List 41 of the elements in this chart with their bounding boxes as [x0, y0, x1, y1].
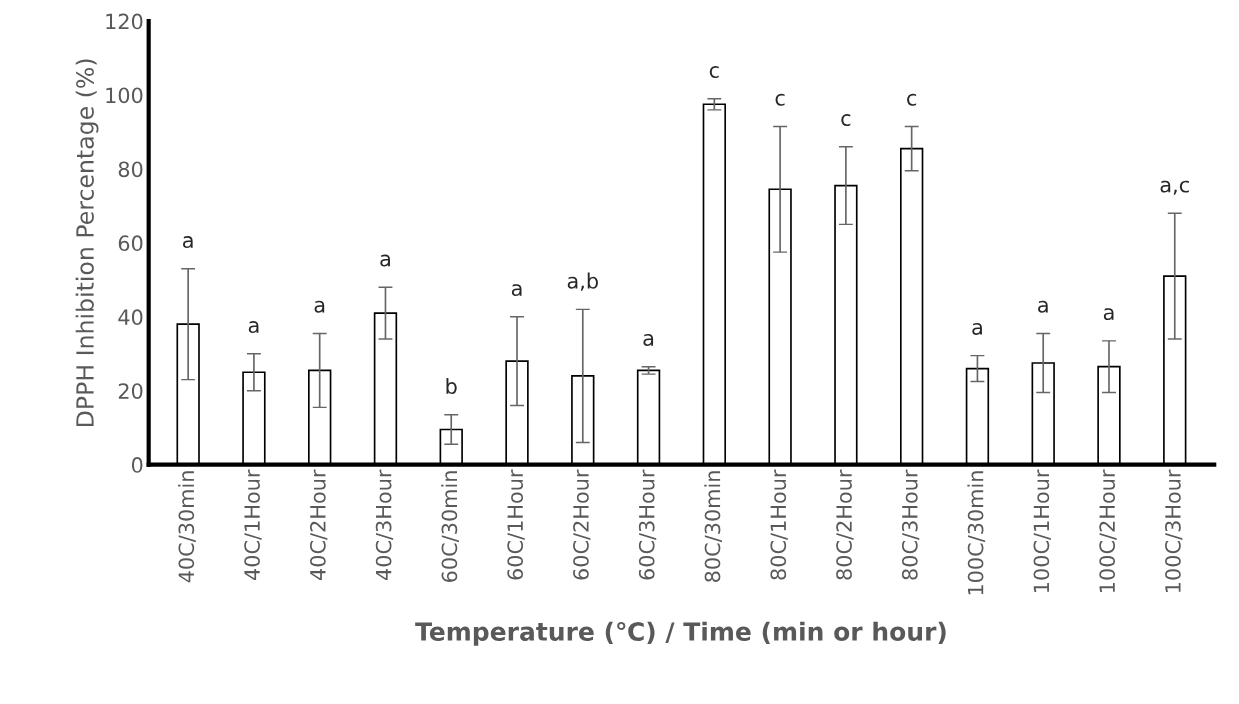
- annotation: c: [907, 93, 917, 106]
- x-tick-label: 100C/30min: [967, 471, 986, 595]
- y-tick-label: 80: [118, 161, 143, 178]
- x-tick-label: 100C/2Hour: [1099, 469, 1117, 592]
- annotation: c: [841, 114, 851, 127]
- annotation: c: [775, 93, 785, 106]
- annotation: c: [709, 66, 719, 79]
- annotation: a: [183, 236, 193, 249]
- annotation: a: [972, 322, 982, 335]
- x-tick-label: 80C/30min: [704, 471, 723, 582]
- x-tick-label: 100C/1Hour: [1033, 469, 1051, 592]
- annotation: a: [248, 321, 259, 334]
- x-tick-label: 40C/1Hour: [244, 469, 262, 580]
- x-tick-label: 80C/1Hour: [770, 469, 788, 580]
- annotation: a: [314, 300, 325, 313]
- annotation: a: [1038, 300, 1048, 313]
- annotation: a: [380, 254, 390, 267]
- annotation: a,c: [1160, 180, 1189, 195]
- x-tick-label: 40C/2Hour: [309, 469, 328, 580]
- y-tick-label: 120: [106, 13, 143, 30]
- x-tick-label: 60C/2Hour: [573, 469, 591, 580]
- x-axis-title: Temperature (℃) / Time (min or hour): [415, 621, 946, 646]
- x-tick-label: 60C/3Hour: [638, 469, 657, 580]
- x-tick-label: 80C/3Hour: [901, 469, 920, 580]
- x-tick-label: 100C/3Hour: [1165, 469, 1183, 592]
- x-tick-label: 60C/30min: [441, 471, 459, 582]
- x-tick-label: 40C/3Hour: [375, 469, 394, 580]
- x-tick-label: 60C/1Hour: [507, 469, 525, 580]
- y-tick-label: 0: [131, 457, 143, 473]
- annotation: b: [446, 377, 457, 395]
- y-tick-label: 100: [106, 87, 143, 104]
- y-axis-title: DPPH Inhibition Percentage (%): [75, 59, 99, 426]
- annotation: a: [1103, 308, 1114, 321]
- y-tick-label: 20: [118, 383, 143, 399]
- y-tick-label: 40: [118, 309, 143, 326]
- annotation: a: [511, 284, 522, 297]
- annotation: a,b: [567, 272, 598, 291]
- y-tick-label: 60: [118, 235, 143, 252]
- x-tick-label: 40C/30min: [178, 471, 196, 583]
- annotation: a: [643, 334, 654, 346]
- x-tick-label: 80C/2Hour: [836, 469, 854, 580]
